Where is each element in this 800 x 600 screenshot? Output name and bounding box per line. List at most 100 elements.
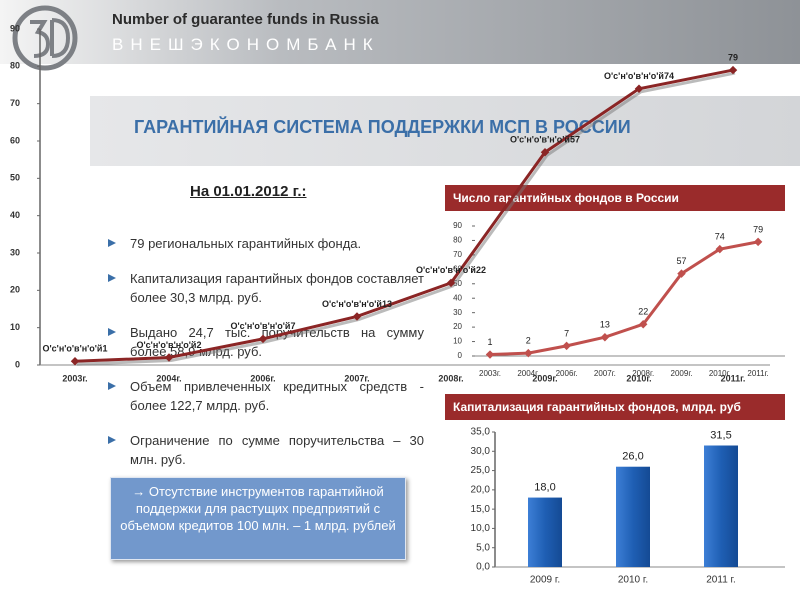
data-label: О'с'н'о'в'н'о'й74 [604, 71, 674, 81]
x-tick-label: 2008г. [438, 373, 463, 383]
y-tick-label: 30 [453, 308, 462, 317]
y-tick-label: 10 [10, 322, 20, 332]
y-tick-label: 60 [453, 264, 462, 273]
x-tick-label: 2003г. [479, 369, 501, 378]
note-box: → Отсутствие инструментов гарантийной по… [110, 477, 406, 560]
point [352, 312, 362, 321]
bar [528, 497, 562, 567]
bullet: Объем привлеченных кредитных средств - б… [108, 377, 424, 415]
point [753, 237, 763, 247]
y-tick-label: 90 [453, 221, 462, 230]
data-label: О'с'н'о'в'н'о'й7 [231, 321, 296, 331]
x-tick-label: 2007г. [344, 373, 369, 383]
data-label: 2 [526, 335, 531, 345]
y-tick-label: 15,0 [471, 504, 491, 515]
y-tick-label: 90 [10, 23, 20, 33]
y-tick-label: 20 [10, 285, 20, 295]
data-label: О'с'н'о'в'н'о'й13 [322, 299, 392, 309]
x-tick-label: 2009г. [671, 369, 693, 378]
y-tick-label: 10 [453, 337, 462, 346]
y-tick-label: 35,0 [471, 427, 491, 438]
point [164, 353, 174, 362]
y-tick-label: 0 [458, 351, 463, 360]
data-label: О'с'н'о'в'н'о'й1 [43, 344, 108, 354]
data-label: 79 [753, 224, 763, 234]
data-label: 57 [676, 256, 686, 266]
point [638, 319, 648, 329]
data-label: 1 [487, 337, 492, 347]
y-tick-label: 0,0 [476, 562, 490, 573]
x-tick-label: 2004г. [517, 369, 539, 378]
x-tick-label: 2011 г. [706, 575, 736, 586]
data-label: О'с'н'о'в'н'о'й22 [416, 265, 486, 275]
title-band [90, 96, 800, 166]
logo [12, 5, 78, 71]
data-label: 18,0 [534, 481, 555, 493]
x-tick-label: 2008г. [632, 369, 654, 378]
data-label: О'с'н'о'в'н'о'й2 [137, 340, 202, 350]
x-tick-label: 2007г. [594, 369, 616, 378]
bar [616, 466, 650, 567]
y-tick-label: 30 [10, 247, 20, 257]
line-shadow [76, 71, 736, 366]
bullet: Капитализация гарантийных фондов составл… [108, 269, 424, 307]
y-tick-label: 30,0 [471, 446, 491, 457]
y-tick-label: 70 [10, 98, 20, 108]
point [70, 357, 80, 366]
x-tick-label: 2003г. [62, 373, 87, 383]
y-tick-label: 50 [453, 279, 462, 288]
data-label: О'с'н'о'в'н'о'й57 [510, 135, 580, 145]
header-title: Number of guarantee funds in Russia [112, 11, 379, 28]
y-tick-label: 10,0 [471, 523, 491, 534]
data-label: 22 [638, 307, 648, 317]
data-line [489, 240, 759, 357]
y-tick-label: 40 [453, 293, 462, 302]
x-tick-label: 2004г. [156, 373, 181, 383]
slide-title: ГАРАНТИЙНАЯ СИСТЕМА ПОДДЕРЖКИ МСП В РОСС… [134, 117, 631, 137]
y-tick-label: 80 [453, 236, 462, 245]
y-tick-label: 20,0 [471, 484, 491, 495]
x-tick-label: 2011г. [747, 369, 768, 378]
point [562, 341, 571, 351]
data-line [74, 68, 734, 363]
y-tick-label: 80 [10, 61, 20, 71]
y-tick-label: 20 [453, 322, 462, 331]
y-tick-label: 70 [453, 250, 462, 259]
point [446, 278, 456, 288]
bar [704, 445, 738, 567]
x-tick-label: 2009 г. [530, 575, 560, 586]
x-tick-label: 2009г. [532, 373, 557, 383]
data-label: 31,5 [710, 429, 731, 441]
y-tick-label: 25,0 [471, 465, 491, 476]
data-label: 74 [715, 231, 725, 241]
point [677, 269, 686, 278]
point [524, 348, 533, 358]
bullet: 79 региональных гарантийных фонда. [108, 234, 424, 253]
y-tick-label: 60 [10, 135, 20, 145]
x-tick-label: 2006г. [556, 369, 578, 378]
point [485, 350, 495, 359]
data-label: 7 [564, 328, 569, 338]
point [258, 334, 268, 344]
x-tick-label: 2010 г. [618, 575, 648, 586]
bullet: Ограничение по сумме поручительства – 30… [108, 431, 424, 469]
data-label: 13 [600, 320, 610, 330]
bullet-list: 79 региональных гарантийных фонда. Капита… [108, 234, 424, 485]
data-label: 79 [728, 52, 738, 62]
x-tick-label: 2011г. [721, 373, 746, 383]
chart-header: Капитализация гарантийных фондов, млрд. … [445, 394, 785, 420]
date-heading: На 01.01.2012 г.: [190, 183, 307, 200]
chart-header: Число гарантийных фондов в России [445, 185, 785, 211]
y-tick-label: 50 [10, 173, 20, 183]
header-band [0, 0, 800, 64]
x-tick-label: 2010г. [626, 373, 651, 383]
brand: ВНЕШЭКОНОМБАНК [112, 35, 380, 54]
y-tick-label: 0 [15, 359, 20, 369]
x-tick-label: 2006г. [250, 373, 275, 383]
data-label: 26,0 [622, 451, 643, 463]
x-tick-label: 2010г. [709, 369, 731, 378]
y-tick-label: 40 [10, 210, 20, 220]
y-tick-label: 5,0 [476, 542, 490, 553]
